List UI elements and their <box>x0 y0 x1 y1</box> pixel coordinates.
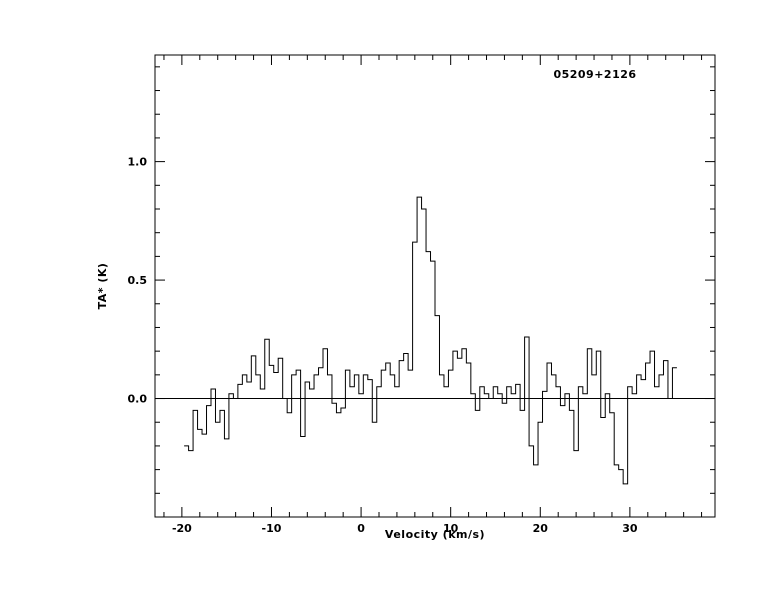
source-label: 05209+2126 <box>553 68 637 81</box>
spectrum-step-line <box>184 196 677 485</box>
y-tick-label: 1.0 <box>128 156 148 169</box>
x-tick-label: -10 <box>262 522 282 535</box>
x-tick-label: 20 <box>533 522 549 535</box>
y-tick-label: 0.5 <box>128 274 148 287</box>
x-tick-label: 30 <box>622 522 638 535</box>
plot-frame <box>154 54 716 518</box>
y-axis-title: TA* (K) <box>96 262 109 310</box>
x-tick-label: 0 <box>357 522 365 535</box>
x-tick-label: 10 <box>443 522 459 535</box>
x-tick-label: -20 <box>172 522 192 535</box>
y-tick-label: 0.0 <box>128 393 148 406</box>
x-axis-title: Velocity (km/s) <box>384 528 486 541</box>
